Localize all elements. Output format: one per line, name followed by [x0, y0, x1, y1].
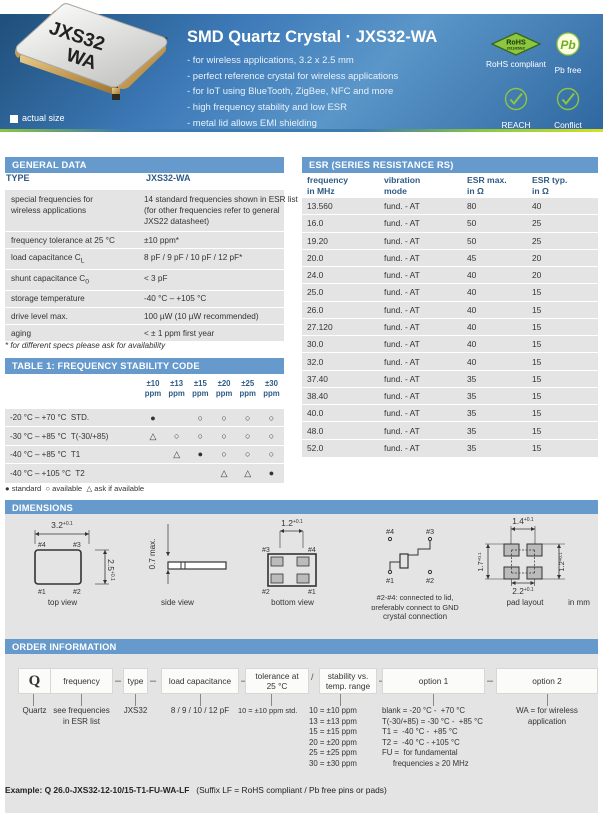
svg-text:3.2+0.1: 3.2+0.1 — [51, 520, 73, 530]
svg-text:1.2+0.1: 1.2+0.1 — [281, 518, 303, 528]
svg-text:#1: #1 — [308, 589, 316, 596]
svg-text:1.4+0.1: 1.4+0.1 — [512, 516, 534, 526]
svg-text:1.7+0.1: 1.7+0.1 — [476, 552, 485, 572]
svg-text:#2: #2 — [426, 576, 434, 585]
svg-text:#1: #1 — [38, 589, 46, 596]
svg-text:1.2+0.1: 1.2+0.1 — [557, 552, 566, 572]
svg-text:2.2+0.1: 2.2+0.1 — [512, 586, 534, 596]
svg-text:RoHS: RoHS — [506, 38, 526, 47]
svg-text:#3: #3 — [73, 542, 81, 549]
svg-text:2011/65/EC: 2011/65/EC — [507, 47, 526, 51]
svg-text:Pb: Pb — [560, 38, 575, 52]
svg-text:2.5+0.1: 2.5+0.1 — [106, 559, 116, 581]
svg-text:#3: #3 — [426, 527, 434, 536]
svg-text:preferably connect to GND: preferably connect to GND — [371, 603, 459, 610]
svg-text:#4: #4 — [38, 542, 46, 549]
svg-text:0.7 max.: 0.7 max. — [148, 539, 157, 570]
svg-text:#4: #4 — [308, 547, 316, 554]
svg-text:#2-#4: connected to lid,: #2-#4: connected to lid, — [377, 593, 454, 602]
svg-text:#4: #4 — [386, 527, 394, 536]
svg-text:#2: #2 — [73, 589, 81, 596]
svg-text:#2: #2 — [262, 589, 270, 596]
svg-text:#1: #1 — [386, 576, 394, 585]
svg-text:#3: #3 — [262, 547, 270, 554]
